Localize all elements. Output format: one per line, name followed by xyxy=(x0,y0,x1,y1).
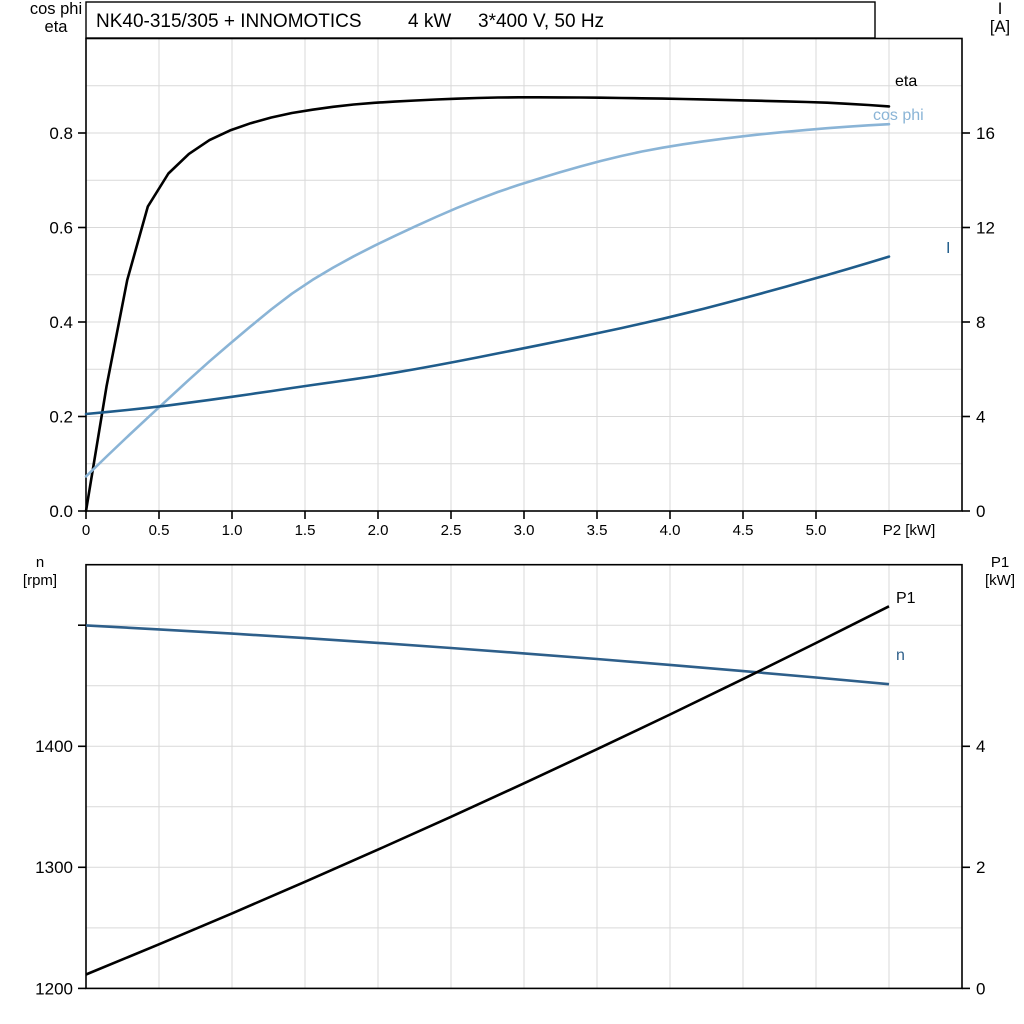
svg-text:3.0: 3.0 xyxy=(514,522,535,539)
svg-text:0: 0 xyxy=(976,502,985,521)
svg-text:0: 0 xyxy=(976,979,985,998)
svg-text:12: 12 xyxy=(976,219,995,238)
svg-text:4.5: 4.5 xyxy=(733,522,754,539)
svg-text:n: n xyxy=(36,554,44,571)
svg-text:eta: eta xyxy=(895,73,917,90)
svg-text:0.6: 0.6 xyxy=(49,219,73,238)
svg-text:5.0: 5.0 xyxy=(806,522,827,539)
svg-text:4.0: 4.0 xyxy=(660,522,681,539)
svg-text:0.5: 0.5 xyxy=(149,522,170,539)
svg-text:[kW]: [kW] xyxy=(985,572,1015,589)
svg-text:0: 0 xyxy=(82,522,90,539)
svg-text:P1: P1 xyxy=(896,590,916,607)
svg-text:2.5: 2.5 xyxy=(441,522,462,539)
svg-text:eta: eta xyxy=(45,18,69,36)
svg-text:4: 4 xyxy=(976,408,985,427)
svg-text:4 kW: 4 kW xyxy=(408,11,451,32)
svg-text:1400: 1400 xyxy=(35,737,73,756)
svg-text:I: I xyxy=(998,0,1003,18)
svg-text:1200: 1200 xyxy=(35,979,73,998)
svg-text:NK40-315/305 + INNOMOTICS: NK40-315/305 + INNOMOTICS xyxy=(96,11,362,32)
svg-text:[rpm]: [rpm] xyxy=(23,572,57,589)
svg-text:16: 16 xyxy=(976,124,995,143)
svg-text:P1: P1 xyxy=(991,554,1009,571)
svg-text:0.4: 0.4 xyxy=(49,313,73,332)
svg-text:0.2: 0.2 xyxy=(49,408,73,427)
svg-text:1.0: 1.0 xyxy=(222,522,243,539)
svg-text:[A]: [A] xyxy=(990,18,1010,36)
svg-text:P2 [kW]: P2 [kW] xyxy=(883,522,936,539)
svg-text:2: 2 xyxy=(976,858,985,877)
svg-text:cos phi: cos phi xyxy=(873,107,924,124)
svg-text:2.0: 2.0 xyxy=(368,522,389,539)
svg-text:4: 4 xyxy=(976,737,985,756)
svg-text:3*400 V, 50 Hz: 3*400 V, 50 Hz xyxy=(478,11,604,32)
svg-text:1300: 1300 xyxy=(35,858,73,877)
svg-text:3.5: 3.5 xyxy=(587,522,608,539)
svg-text:n: n xyxy=(896,647,905,664)
svg-text:0.8: 0.8 xyxy=(49,124,73,143)
svg-text:1.5: 1.5 xyxy=(295,522,316,539)
svg-text:I: I xyxy=(946,240,950,257)
svg-text:cos phi: cos phi xyxy=(30,0,82,18)
svg-text:0.0: 0.0 xyxy=(49,502,73,521)
svg-text:8: 8 xyxy=(976,313,985,332)
